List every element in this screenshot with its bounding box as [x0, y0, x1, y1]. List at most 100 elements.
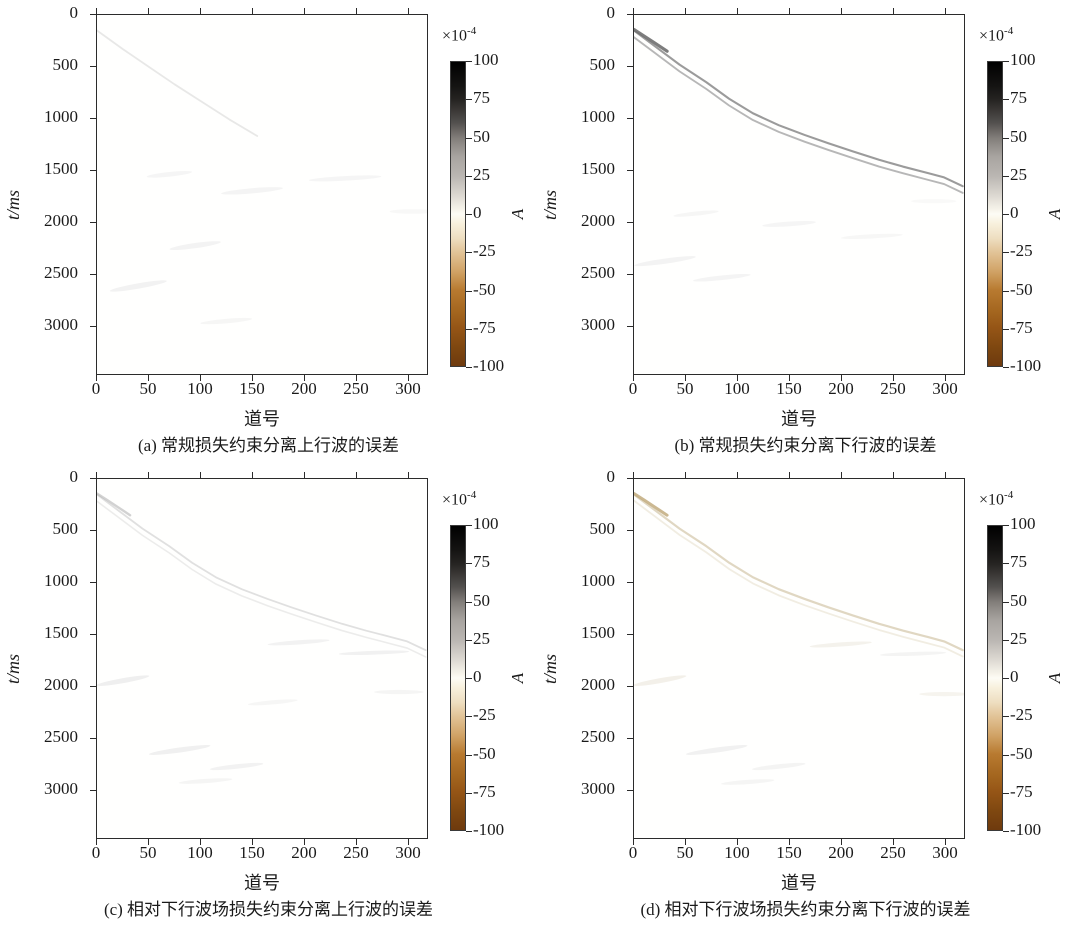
y-tick-label: 0 [69, 3, 79, 22]
x-tick-label: 100 [724, 843, 750, 862]
colorbar-gradient [450, 61, 466, 367]
colorbar-amplitude-label: A [1045, 208, 1064, 220]
y-tick-label: 2000 [44, 211, 78, 230]
colorbar-gradient [987, 61, 1003, 367]
y-tick-mark [90, 274, 96, 276]
y-tick-mark [627, 222, 633, 224]
colorbar-tick-label: -25 [473, 241, 496, 261]
colorbar-tick-mark [1003, 175, 1009, 177]
y-tick-mark [627, 170, 633, 172]
y-tick-mark [90, 738, 96, 740]
colorbar-tick-label: 75 [1010, 88, 1027, 108]
x-tick-mark-top [789, 8, 791, 14]
colorbar-scale-exponent: -4 [467, 489, 477, 501]
colorbar-tick-label: 50 [1010, 126, 1027, 146]
x-tick-mark [685, 839, 687, 845]
x-tick-mark [945, 375, 947, 381]
x-tick-mark [737, 375, 739, 381]
x-tick-mark-top [304, 472, 306, 478]
colorbar-scale-mantissa: ×10 [442, 27, 468, 45]
x-tick-mark-top [148, 472, 150, 478]
x-tick-mark-top [148, 8, 150, 14]
y-tick-label: 1500 [581, 159, 615, 178]
colorbar-tick-label: 25 [1010, 628, 1027, 648]
y-tick-mark [90, 686, 96, 688]
colorbar-scale-mantissa: ×10 [442, 491, 468, 509]
y-tick-mark [627, 634, 633, 636]
y-tick-label: 3000 [581, 779, 615, 798]
residual-spot [911, 199, 957, 204]
residual-head [634, 27, 669, 53]
y-tick-mark [90, 118, 96, 120]
y-tick-mark [627, 790, 633, 792]
colorbar-tick-mark [1003, 328, 1009, 330]
colorbar-tick-mark [466, 639, 472, 641]
x-tick-mark-top [96, 472, 98, 478]
panel-caption: (b) 常规损失约束分离下行波的误差 [674, 436, 937, 455]
y-tick-label: 2000 [581, 211, 615, 230]
panel-caption: (a) 常规损失约束分离上行波的误差 [137, 436, 400, 455]
colorbar-tick-mark [1003, 525, 1009, 527]
colorbar-scale-exponent: -4 [467, 25, 477, 37]
x-tick-label: 250 [880, 843, 906, 862]
colorbar-tick-label: 75 [473, 552, 490, 572]
x-tick-mark [408, 839, 410, 845]
colorbar-tick-label: 50 [1010, 590, 1027, 610]
colorbar-tick-label: -100 [473, 820, 505, 839]
x-tick-label: 200 [291, 379, 317, 398]
colorbar-tick-mark [466, 678, 472, 680]
x-tick-mark [148, 375, 150, 381]
x-tick-mark [200, 375, 202, 381]
residual-spot [308, 175, 382, 182]
x-tick-mark [945, 839, 947, 845]
y-tick-label: 1500 [44, 623, 78, 642]
colorbar-tick-label: 25 [473, 628, 490, 648]
heatmap-canvas [634, 492, 964, 785]
y-tick-label: 500 [52, 519, 79, 538]
y-tick-label: 2500 [581, 263, 615, 282]
residual-spot [97, 675, 150, 686]
y-tick-mark [90, 222, 96, 224]
y-tick-label: 500 [589, 519, 616, 538]
colorbar-tick-label: -100 [1010, 820, 1042, 839]
x-tick-mark [408, 375, 410, 381]
y-tick-label: 0 [606, 467, 616, 486]
y-tick-label: 2500 [44, 263, 78, 282]
x-tick-mark [893, 375, 895, 381]
colorbar-tick-label: -50 [473, 743, 496, 763]
residual-spot [685, 745, 748, 755]
x-tick-label: 150 [776, 379, 802, 398]
residual-spot [267, 639, 330, 646]
y-tick-label: 0 [69, 467, 79, 486]
colorbar-tick-mark [1003, 214, 1009, 216]
x-tick-mark-top [841, 8, 843, 14]
y-tick-label: 2000 [44, 675, 78, 694]
x-tick-mark [356, 375, 358, 381]
colorbar-tick-mark [466, 525, 472, 527]
residual-spot [720, 779, 775, 785]
colorbar-tick-label: 50 [473, 590, 490, 610]
y-tick-mark [90, 790, 96, 792]
colorbar-scale-exponent: -4 [1004, 489, 1014, 501]
y-tick-label: 500 [589, 55, 616, 74]
residual-spot [673, 210, 719, 217]
x-tick-mark-top [945, 8, 947, 14]
x-tick-mark-top [685, 472, 687, 478]
colorbar-tick-mark [1003, 678, 1009, 680]
residual-spot [148, 745, 211, 755]
colorbar-gradient [987, 525, 1003, 831]
x-tick-mark-top [737, 472, 739, 478]
y-tick-mark [627, 14, 633, 16]
x-tick-mark-top [356, 8, 358, 14]
colorbar-tick-mark [466, 328, 472, 330]
y-tick-mark [90, 478, 96, 480]
x-tick-label: 100 [187, 843, 213, 862]
colorbar-tick-mark [466, 716, 472, 718]
x-tick-mark-top [252, 472, 254, 478]
colorbar-tick-label: 0 [1010, 667, 1019, 686]
residual-spot [200, 317, 252, 325]
y-tick-mark [627, 66, 633, 68]
x-tick-mark [633, 839, 635, 845]
colorbar-tick-label: 100 [1010, 514, 1036, 533]
y-tick-label: 1000 [44, 571, 78, 590]
